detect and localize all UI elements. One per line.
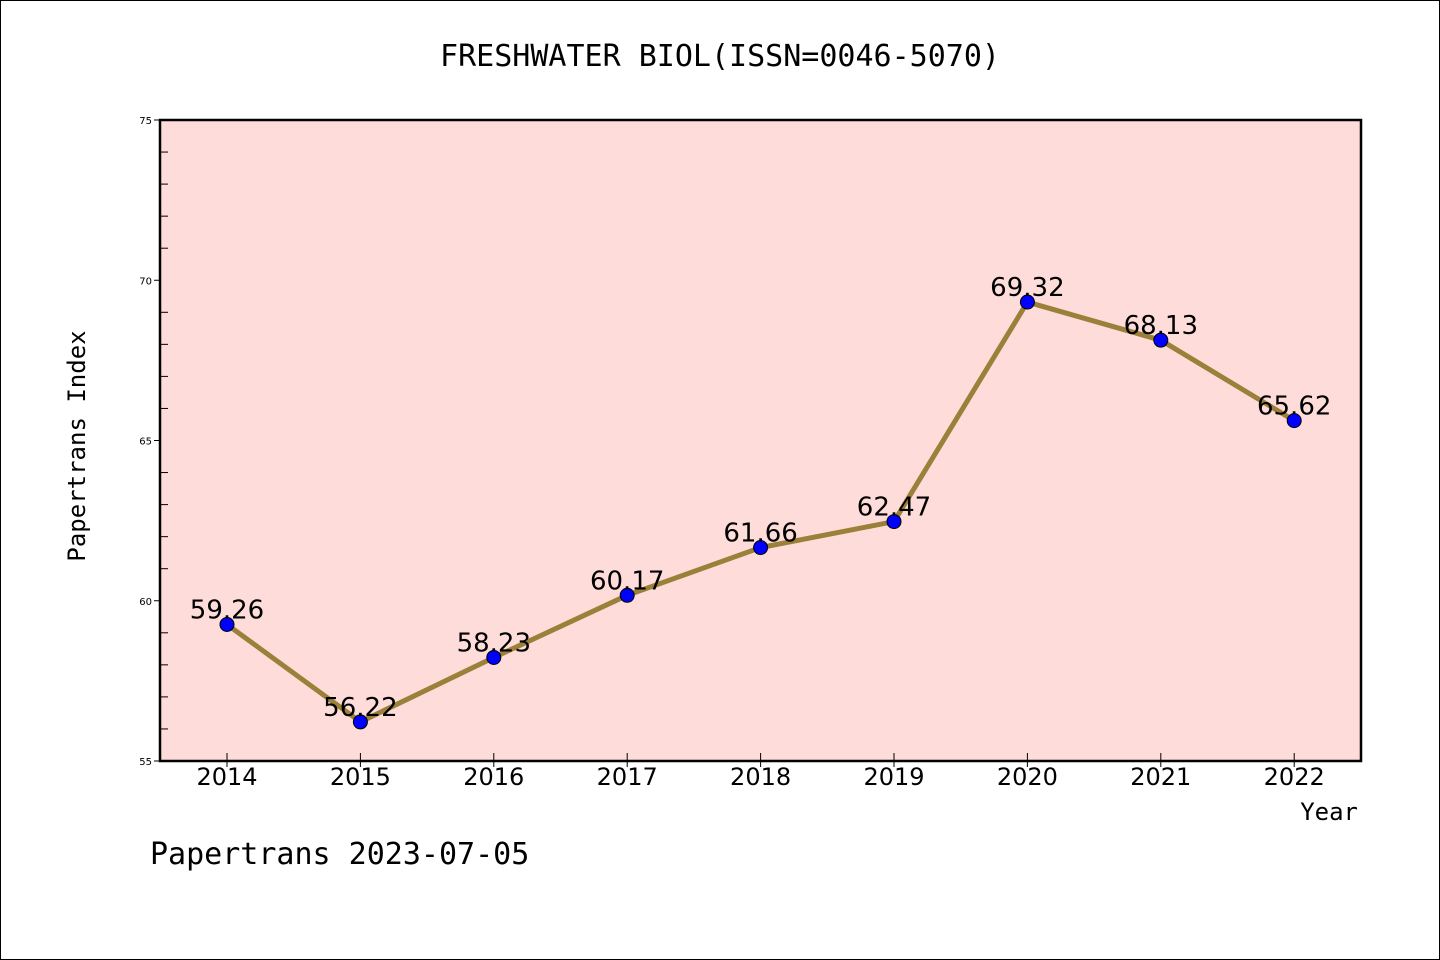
x-tick-label: 2016 [463, 763, 524, 791]
data-label: 62.47 [857, 493, 931, 523]
data-point [1019, 294, 1035, 310]
x-tick-label: 2018 [730, 763, 791, 791]
data-label: 68.13 [1124, 311, 1198, 341]
data-label: 58.23 [457, 628, 531, 658]
data-label: 60.17 [590, 566, 664, 596]
y-tick-label: 55 [139, 757, 152, 768]
data-point [352, 714, 368, 730]
x-tick-label: 2015 [330, 763, 391, 791]
data-label: 59.26 [190, 595, 264, 625]
data-label: 56.22 [323, 693, 397, 723]
data-point [486, 649, 502, 665]
x-tick-label: 2021 [1130, 763, 1191, 791]
data-label: 69.32 [990, 273, 1064, 303]
data-point [1153, 332, 1169, 348]
data-label: 65.62 [1257, 392, 1331, 422]
x-tick-label: 2014 [196, 763, 257, 791]
data-point [886, 514, 902, 530]
x-axis-label: Year [1300, 798, 1358, 826]
x-tick-label: 2019 [863, 763, 924, 791]
footer-text: Papertrans 2023-07-05 [150, 837, 529, 872]
y-tick-label: 60 [139, 597, 152, 608]
x-axis-ticks: 2014 2015 2016 2017 2018 2019 2020 2021 2022 [196, 753, 1325, 791]
x-tick-label: 2020 [997, 763, 1058, 791]
data-point [619, 587, 635, 603]
data-point [1286, 413, 1302, 429]
y-tick-label: 70 [139, 276, 152, 287]
chart-title: FRESHWATER BIOL(ISSN=0046-5070) [440, 39, 1000, 74]
y-tick-label: 75 [139, 116, 152, 127]
data-point [219, 616, 235, 632]
series-layer: 59.26 56.22 58.23 60.17 61.66 62.47 69.32 68.13… [190, 273, 1331, 730]
plot-border [158, 118, 1363, 763]
data-label: 61.66 [723, 519, 797, 549]
data-point [753, 540, 769, 556]
x-tick-label: 2017 [597, 763, 658, 791]
plot-area [160, 120, 1361, 761]
y-tick-label: 65 [139, 437, 152, 448]
y-axis-label: Papertrans Index [63, 330, 91, 561]
x-tick-label: 2022 [1264, 763, 1325, 791]
